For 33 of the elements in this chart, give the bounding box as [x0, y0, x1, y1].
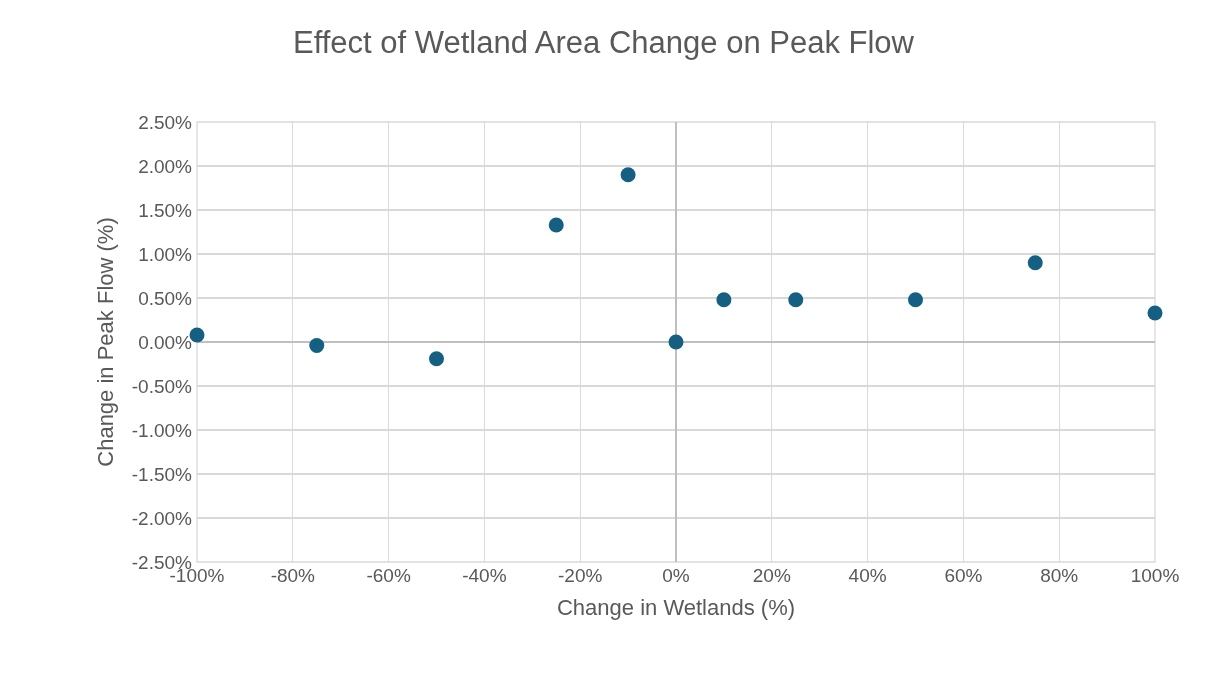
point — [620, 167, 636, 183]
y-tick-label: 1.00% — [138, 243, 193, 265]
point — [788, 292, 804, 308]
x-axis-title: Change in Wetlands (%) — [556, 594, 796, 620]
chart-title: Effect of Wetland Area Change on Peak Flow — [293, 24, 915, 60]
y-axis-title: Change in Peak Flow (%) — [92, 217, 118, 467]
y-tick-label: -2.00% — [131, 507, 193, 529]
y-tick-label: -0.50% — [131, 375, 193, 397]
point — [309, 338, 325, 354]
x-tick-label: 0% — [662, 565, 690, 586]
y-tick-label: -1.50% — [131, 463, 193, 485]
x-tick-label: 100% — [1130, 565, 1180, 586]
y-tick-label: 2.50% — [138, 111, 193, 133]
point — [429, 351, 444, 367]
point — [548, 217, 564, 233]
y-tick-label: 1.50% — [138, 199, 193, 221]
y-tick-label: -1.00% — [131, 419, 193, 441]
point — [1027, 255, 1043, 271]
x-tick-label: -60% — [366, 565, 411, 586]
point — [1147, 305, 1163, 321]
point — [716, 292, 732, 308]
x-tick-label: 20% — [752, 565, 791, 586]
x-tick-label: -80% — [270, 565, 316, 586]
x-tick-label: 60% — [944, 565, 983, 586]
point — [668, 334, 684, 350]
x-tick-label: 80% — [1040, 565, 1079, 586]
x-tick-label: -40% — [462, 565, 507, 586]
point — [908, 292, 923, 308]
y-tick-label: 0.00% — [138, 331, 193, 353]
x-tick-label: -20% — [558, 565, 603, 586]
x-tick-label: 40% — [848, 565, 887, 586]
y-tick-label: 2.00% — [138, 155, 193, 177]
y-tick-label: 0.50% — [138, 287, 193, 309]
